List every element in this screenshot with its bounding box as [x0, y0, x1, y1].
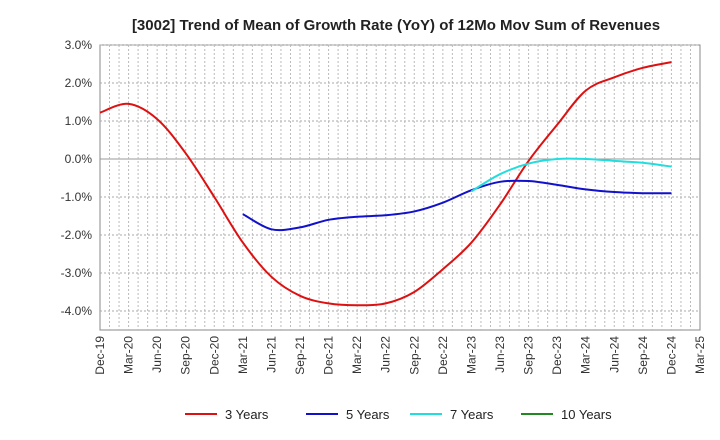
y-axis-ticks: 3.0% 2.0% 1.0% 0.0% -1.0% -2.0% -3.0% -4.0% [61, 38, 93, 318]
chart-title: [3002] Trend of Mean of Growth Rate (YoY… [132, 17, 660, 34]
x-tick-label: Sep-20 [179, 336, 193, 375]
grid-lines [100, 44, 700, 330]
y-tick-label: -1.0% [61, 190, 93, 204]
legend-label: 5 Years [346, 407, 390, 422]
y-tick-label: 3.0% [65, 38, 93, 52]
x-tick-label: Dec-24 [664, 336, 678, 375]
x-tick-label: Mar-20 [122, 336, 136, 374]
y-tick-label: -3.0% [61, 266, 93, 280]
x-tick-label: Jun-24 [607, 336, 621, 373]
x-tick-label: Jun-23 [493, 336, 507, 373]
legend: 3 Years 5 Years 7 Years 10 Years [185, 407, 612, 422]
y-tick-label: -4.0% [61, 304, 93, 318]
plot-border [99, 44, 701, 331]
x-tick-label: Mar-23 [464, 336, 478, 374]
y-tick-label: 2.0% [65, 76, 93, 90]
x-tick-label: Jun-21 [264, 336, 278, 373]
x-tick-label: Dec-22 [436, 336, 450, 375]
series-line-3-years [99, 61, 672, 307]
plot-area [99, 44, 701, 331]
series-line-5-years [242, 179, 672, 232]
legend-label: 10 Years [561, 407, 612, 422]
x-tick-label: Sep-23 [522, 336, 536, 375]
series-lines [99, 61, 672, 307]
y-tick-label: 0.0% [65, 152, 93, 166]
x-tick-label: Dec-20 [207, 336, 221, 375]
x-tick-label: Dec-23 [550, 336, 564, 375]
x-tick-label: Jun-22 [379, 336, 393, 373]
y-tick-label: 1.0% [65, 114, 93, 128]
x-axis-ticks: Dec-19 Mar-20 Jun-20 Sep-20 Dec-20 Mar-21 Jun-… [93, 336, 707, 375]
legend-label: 7 Years [450, 407, 494, 422]
series-line-7-years [470, 157, 672, 193]
x-tick-label: Jun-20 [150, 336, 164, 373]
x-tick-label: Mar-24 [579, 336, 593, 374]
x-tick-label: Sep-24 [636, 336, 650, 375]
y-tick-label: -2.0% [61, 228, 93, 242]
x-tick-label: Sep-22 [407, 336, 421, 375]
legend-label: 3 Years [225, 407, 269, 422]
x-tick-label: Mar-25 [693, 336, 707, 374]
x-tick-label: Mar-22 [350, 336, 364, 374]
x-tick-label: Sep-21 [293, 336, 307, 375]
x-tick-label: Dec-19 [93, 336, 107, 375]
x-tick-label: Mar-21 [236, 336, 250, 374]
x-tick-label: Dec-21 [322, 336, 336, 375]
